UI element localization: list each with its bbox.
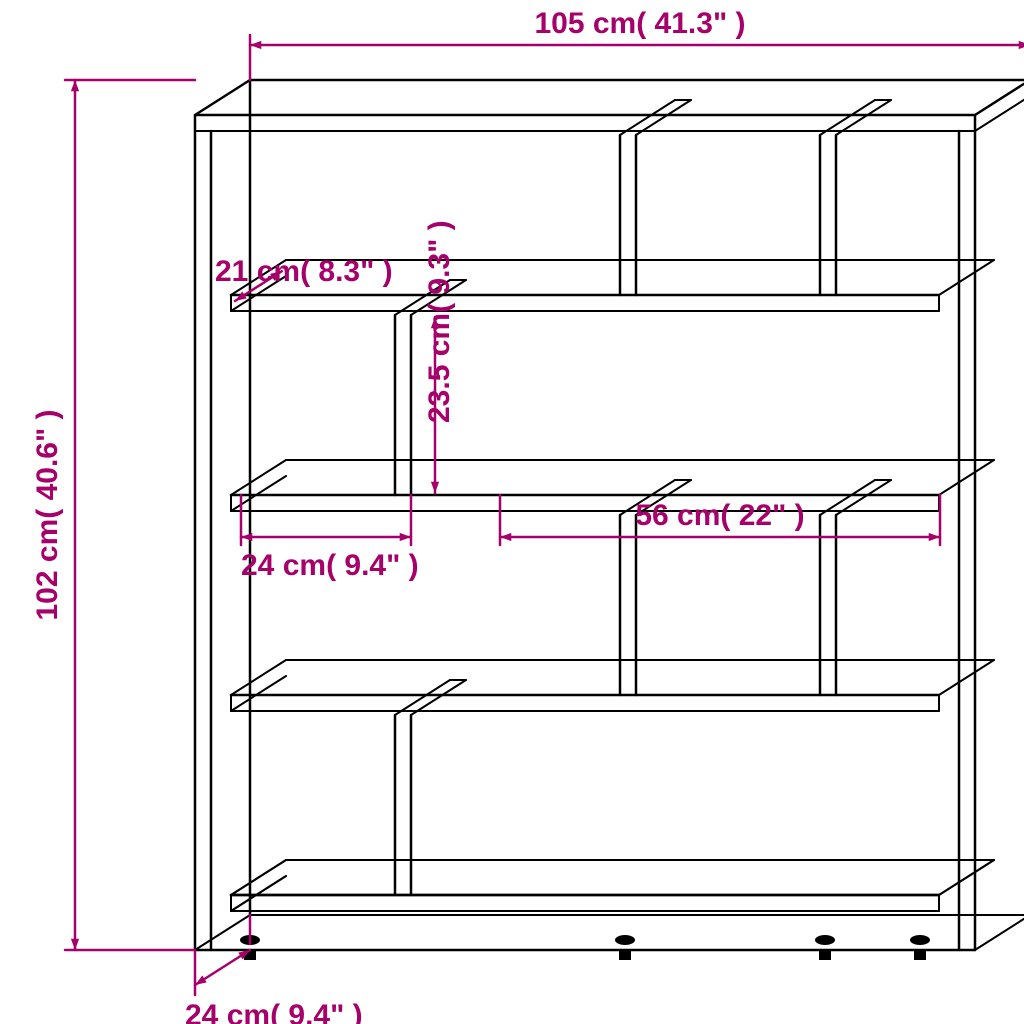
dim-cube-depth: 21 cm( 8.3" ) bbox=[215, 255, 393, 288]
dim-cube-width: 24 cm( 9.4" ) bbox=[241, 549, 419, 582]
dim-width: 105 cm( 41.3" ) bbox=[534, 7, 745, 40]
dim-cube-height: 23.5 cm( 9.3" ) bbox=[423, 220, 456, 423]
dim-depth: 24 cm( 9.4" ) bbox=[185, 999, 363, 1024]
dim-height: 102 cm( 40.6" ) bbox=[31, 409, 64, 620]
dim-wide-compartment: 56 cm( 22" ) bbox=[635, 499, 804, 532]
